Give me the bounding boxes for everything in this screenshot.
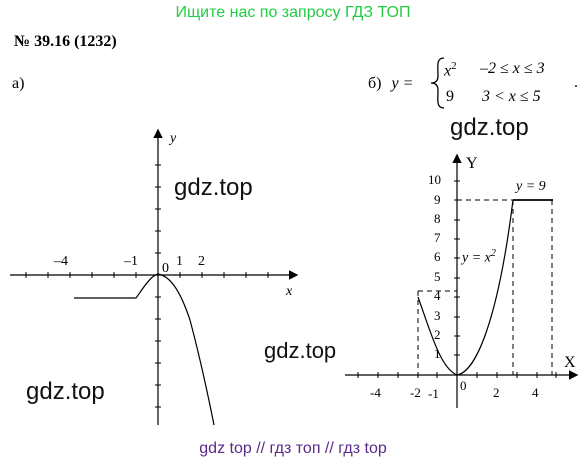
site-footer: gdz top // гдз топ // гдз top <box>199 440 387 457</box>
graph-b-y-label: Y <box>466 155 478 172</box>
formula-case-1: x2 –2 ≤ x ≤ 3 <box>444 60 545 80</box>
case-1-condition: –2 ≤ x ≤ 3 <box>480 60 545 77</box>
problem-number: № 39.16 (1232) <box>14 33 117 50</box>
graph-b-parabola <box>417 199 514 376</box>
graph-b-y-ticks <box>454 180 460 356</box>
graph-a-tick-label: 1 <box>176 254 183 269</box>
graph-a-tick-label: 0 <box>162 261 169 276</box>
watermark: gdz.top <box>450 114 529 141</box>
graph-b-ytick-label: 2 <box>434 327 441 342</box>
graph-b-parabola-label: y = x2 <box>462 248 496 267</box>
formula-y-eq: y = <box>391 75 414 92</box>
case-1-expression: x <box>444 62 452 80</box>
graph-b-xtick-label: -2 <box>410 385 421 400</box>
part-a-label: а) <box>12 75 25 92</box>
formula-case-2: 9 3 < x ≤ 5 <box>446 88 541 106</box>
formula-brace <box>430 57 445 109</box>
graph-a-tick-label: –4 <box>54 254 68 269</box>
graph-a-tick-label: –1 <box>124 254 138 269</box>
graph-b-ytick-label: 3 <box>434 308 441 323</box>
part-b-formula: б) y = <box>368 75 413 93</box>
graph-b-ytick-label: 5 <box>434 269 441 284</box>
graph-a-x-label: x <box>286 284 293 299</box>
graph-b-ytick-label: 8 <box>434 211 441 226</box>
graph-a-tick-label: 2 <box>198 254 205 269</box>
case-2-condition: 3 < x ≤ 5 <box>482 88 541 105</box>
graph-a-x-ticks <box>25 272 269 278</box>
graph-b-ytick-label: 6 <box>434 249 441 264</box>
graph-b-xtick-label: -4 <box>370 385 381 400</box>
graph-b-ytick-label: 9 <box>434 192 441 207</box>
graph-b-ytick-label: 10 <box>428 172 441 187</box>
graph-b-xtick-label: 0 <box>460 378 467 393</box>
watermark: gdz.top <box>174 174 253 201</box>
graph-b-ytick-label: 1 <box>434 346 441 361</box>
graph-b-ytick-label: 7 <box>434 230 441 245</box>
graph-a-curve <box>74 273 215 426</box>
graph-b-dashed-guides <box>417 199 553 375</box>
graph-b-xtick-label: 4 <box>532 385 539 400</box>
watermark: gdz.top <box>26 378 105 405</box>
graph-b-xtick-label: 2 <box>493 385 500 400</box>
graph-b-x-label: X <box>564 354 576 371</box>
graph-b-line-label: y = 9 <box>516 179 546 194</box>
graph-b-xtick-label: -1 <box>428 386 439 401</box>
case-1-exponent: 2 <box>451 60 457 72</box>
formula-period: . <box>574 74 578 91</box>
part-b-label: б) <box>368 75 382 92</box>
parabola-label-exponent: 2 <box>490 248 496 259</box>
graph-b-ytick-label: 4 <box>434 288 441 303</box>
graph-a-y-ticks <box>155 164 161 408</box>
site-banner: Ищите нас по запросу ГДЗ ТОП <box>175 4 411 21</box>
watermark: gdz.top <box>264 338 337 363</box>
case-2-expression: 9 <box>446 88 454 105</box>
graph-a-y-label: y <box>170 131 177 146</box>
parabola-label-text: y = x <box>462 250 491 266</box>
